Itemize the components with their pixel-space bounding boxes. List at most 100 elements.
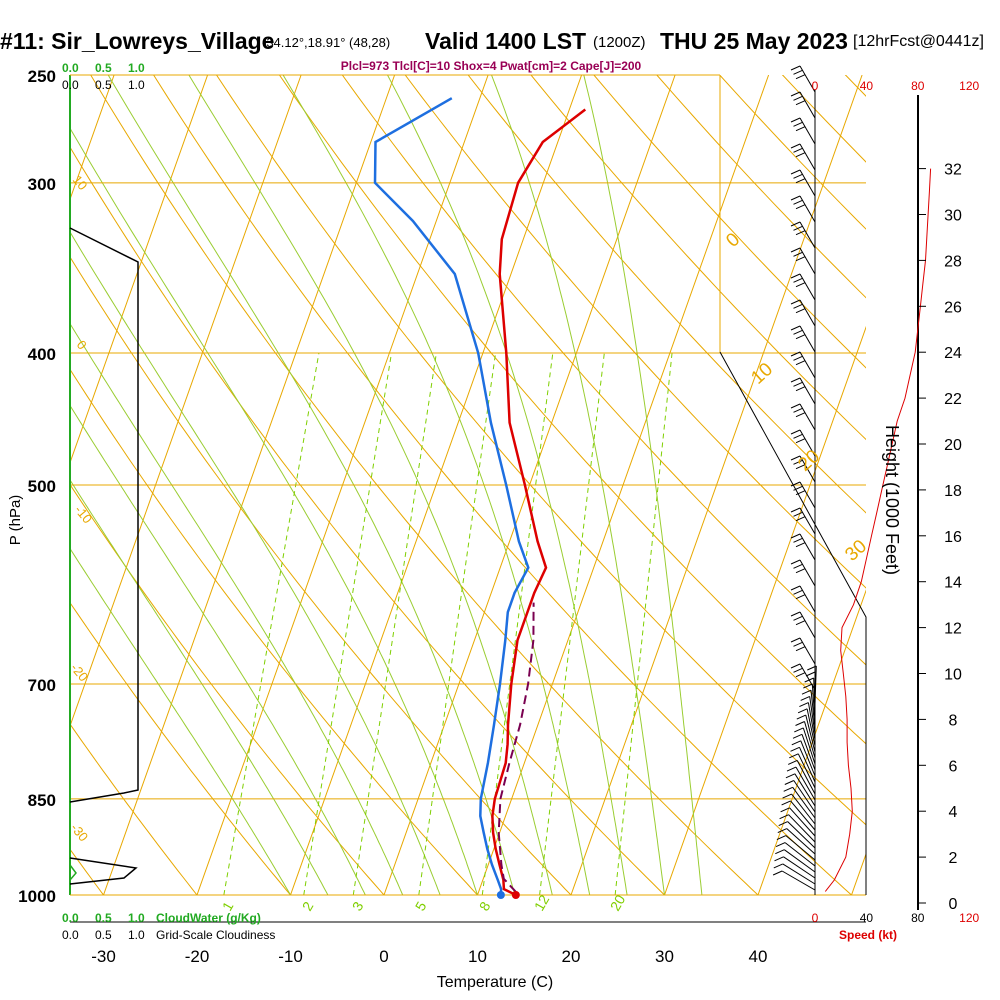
wind-barb-flag	[790, 403, 801, 409]
mixing-ratio-line	[418, 352, 497, 895]
parcel-line	[497, 602, 535, 893]
moist-adiabat	[188, 75, 553, 895]
mixing-ratio-label-2: 2	[299, 899, 317, 914]
wind-barb-flag	[790, 247, 801, 253]
wind-barb-flag	[790, 351, 801, 357]
pressure-tick-850: 850	[28, 791, 56, 810]
wind-barb	[785, 835, 816, 861]
pressure-tick-400: 400	[28, 345, 56, 364]
speed-tick-top-80: 80	[911, 79, 925, 93]
height-tick-0: 0	[949, 896, 958, 913]
dry-adiabat	[70, 848, 105, 895]
wind-barb-flag	[790, 65, 801, 71]
height-tick-12: 12	[944, 621, 962, 638]
dry-adiabat	[90, 75, 759, 895]
wind-barb-flag	[783, 786, 793, 792]
wind-barb-flag	[793, 511, 803, 517]
wind-barb-flag	[790, 455, 801, 461]
wind-barb-flag	[795, 490, 806, 496]
wind-barb-flag	[791, 740, 802, 746]
wind-barb-flag	[800, 695, 810, 701]
wind-barb-flag	[793, 433, 803, 439]
wind-barb-flag	[799, 702, 809, 708]
surface-temp-dot	[511, 891, 520, 899]
cloudiness-tick-bottom-0: 0.0	[62, 928, 79, 942]
wind-barb-flag	[790, 377, 801, 383]
mixing-ratio-label-5: 5	[412, 899, 430, 914]
wind-barb-flag	[793, 381, 803, 387]
wind-barb-flag	[790, 273, 801, 279]
wind-barb-flag	[790, 195, 801, 201]
station-title: #11: Sir_Lowreys_Village	[0, 28, 275, 54]
height-tick-22: 22	[944, 391, 962, 408]
wind-barb-flag	[796, 714, 807, 720]
wind-barb-flag	[793, 199, 803, 205]
mixing-ratio-line	[303, 352, 393, 895]
wind-barb-flag	[793, 641, 803, 647]
isotherm	[70, 75, 209, 465]
wind-barb-flag	[807, 665, 817, 671]
wind-barb-flag	[775, 849, 785, 855]
wind-barb	[793, 780, 816, 813]
wind-barb	[789, 807, 816, 837]
dry-adiabat	[844, 75, 866, 97]
wind-barb-flag	[790, 143, 801, 149]
wind-barb	[799, 747, 816, 783]
wind-barb-flag	[794, 727, 804, 733]
cloudwater-tick-bottom-1: 0.5	[95, 911, 112, 925]
wind-barb	[781, 870, 816, 891]
moist-adiabat	[70, 231, 441, 895]
moist-adiabat	[70, 478, 329, 895]
wind-barb-flag	[790, 91, 801, 97]
speed-tick-top-0: 0	[812, 79, 819, 93]
wind-barb	[797, 753, 816, 789]
wind-barb	[807, 702, 816, 741]
speed-tick-bottom-40: 40	[860, 911, 874, 925]
wind-barb	[806, 708, 816, 747]
height-tick-6: 6	[949, 758, 958, 775]
mixing-ratio-label-8: 8	[476, 899, 494, 914]
pressure-tick-300: 300	[28, 175, 56, 194]
surface-dew-dot	[496, 891, 505, 899]
wind-barb-flag	[795, 334, 806, 340]
pressure-tick-1000: 1000	[18, 887, 56, 906]
wind-barb-flag	[793, 615, 803, 621]
wind-barb	[792, 787, 816, 819]
cloudiness-profile-low	[69, 857, 138, 885]
dry-adiabat	[341, 75, 866, 666]
wind-barb-flag	[795, 282, 806, 288]
dewpoint-line	[373, 97, 530, 896]
temp-tick-20: 20	[562, 947, 581, 966]
wind-barb-flag	[793, 277, 803, 283]
wind-barb-flag	[790, 299, 801, 305]
dry-adiabat	[70, 723, 198, 895]
speed-tick-top-40: 40	[860, 79, 874, 93]
wind-barb-flag	[795, 438, 806, 444]
wind-barb-flag	[793, 69, 803, 75]
pressure-tick-500: 500	[28, 477, 56, 496]
temp-tick--10: -10	[278, 947, 303, 966]
wind-barb-flag	[801, 689, 812, 695]
wind-barb-flag	[779, 814, 789, 820]
wind-barb-flag	[795, 568, 806, 574]
isotherm	[0, 75, 21, 895]
wind-barb-flag	[793, 121, 803, 127]
wind-barb-flag	[780, 807, 790, 813]
wind-barb-flag	[793, 459, 803, 465]
temp-tick-10: 10	[468, 947, 487, 966]
valid-time: Valid 1400 LST	[425, 28, 587, 54]
dry-adiabat-label-2: -10	[72, 502, 96, 526]
height-tick-10: 10	[944, 667, 962, 684]
sounding-params: Plcl=973 Tlcl[C]=10 Shox=4 Pwat[cm]=2 Ca…	[341, 59, 642, 73]
wind-barb	[802, 727, 816, 765]
wind-barb-flag	[772, 870, 783, 876]
wind-barb-flag	[773, 863, 784, 869]
dry-adiabat-label-4: -30	[68, 820, 92, 844]
wind-barb-flag	[795, 178, 806, 184]
wind-barb-flag	[790, 325, 801, 331]
height-tick-16: 16	[944, 529, 962, 546]
dry-adiabat	[70, 601, 292, 895]
cloudiness-tick-top-2: 1.0	[128, 78, 145, 92]
wind-barb-flag	[781, 800, 791, 806]
wind-barb-flag	[795, 542, 806, 548]
